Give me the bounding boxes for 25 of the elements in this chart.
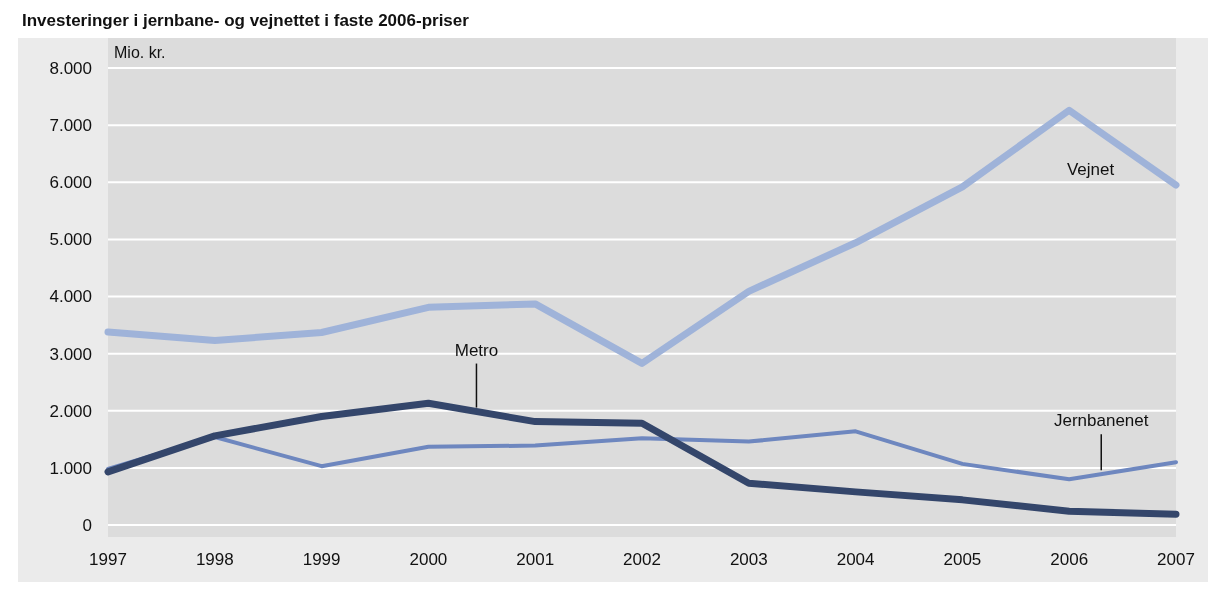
text: Metro — [454, 340, 499, 360]
y-tick-label: 4.000 — [49, 287, 92, 307]
series-label: Vejnet — [1066, 160, 1115, 180]
x-tick-label: 2005 — [943, 550, 982, 569]
x-tick-label: 1998 — [195, 550, 234, 569]
x-tick-label: 2007 — [1157, 550, 1195, 569]
x-tick-label: 2000 — [409, 550, 448, 569]
x-tick-label: 1999 — [302, 550, 341, 569]
y-tick-label: 5.000 — [49, 230, 92, 250]
y-tick-label: 8.000 — [49, 58, 92, 78]
x-tick-label: 2003 — [729, 550, 768, 569]
text: Jernbanenet — [1053, 411, 1149, 431]
y-tick-label: 2.000 — [49, 401, 92, 421]
chart-title: Investeringer i jernbane- og vejnettet i faste 2006-priser — [22, 11, 470, 30]
y-tick-label: 3.000 — [49, 344, 92, 364]
y-tick-label: 6.000 — [49, 173, 92, 193]
y-axis-title: Mio. kr. — [114, 44, 166, 61]
y-tick-label: 7.000 — [49, 116, 92, 136]
y-tick-label: 0 — [82, 515, 92, 535]
x-tick-label: 2006 — [1050, 550, 1089, 569]
x-tick-label: 2002 — [623, 550, 661, 569]
y-tick-label: 1.000 — [49, 458, 92, 478]
x-tick-label: 2004 — [836, 550, 875, 569]
x-tick-label: 2001 — [516, 550, 555, 569]
x-tick-label: 1997 — [89, 550, 127, 569]
